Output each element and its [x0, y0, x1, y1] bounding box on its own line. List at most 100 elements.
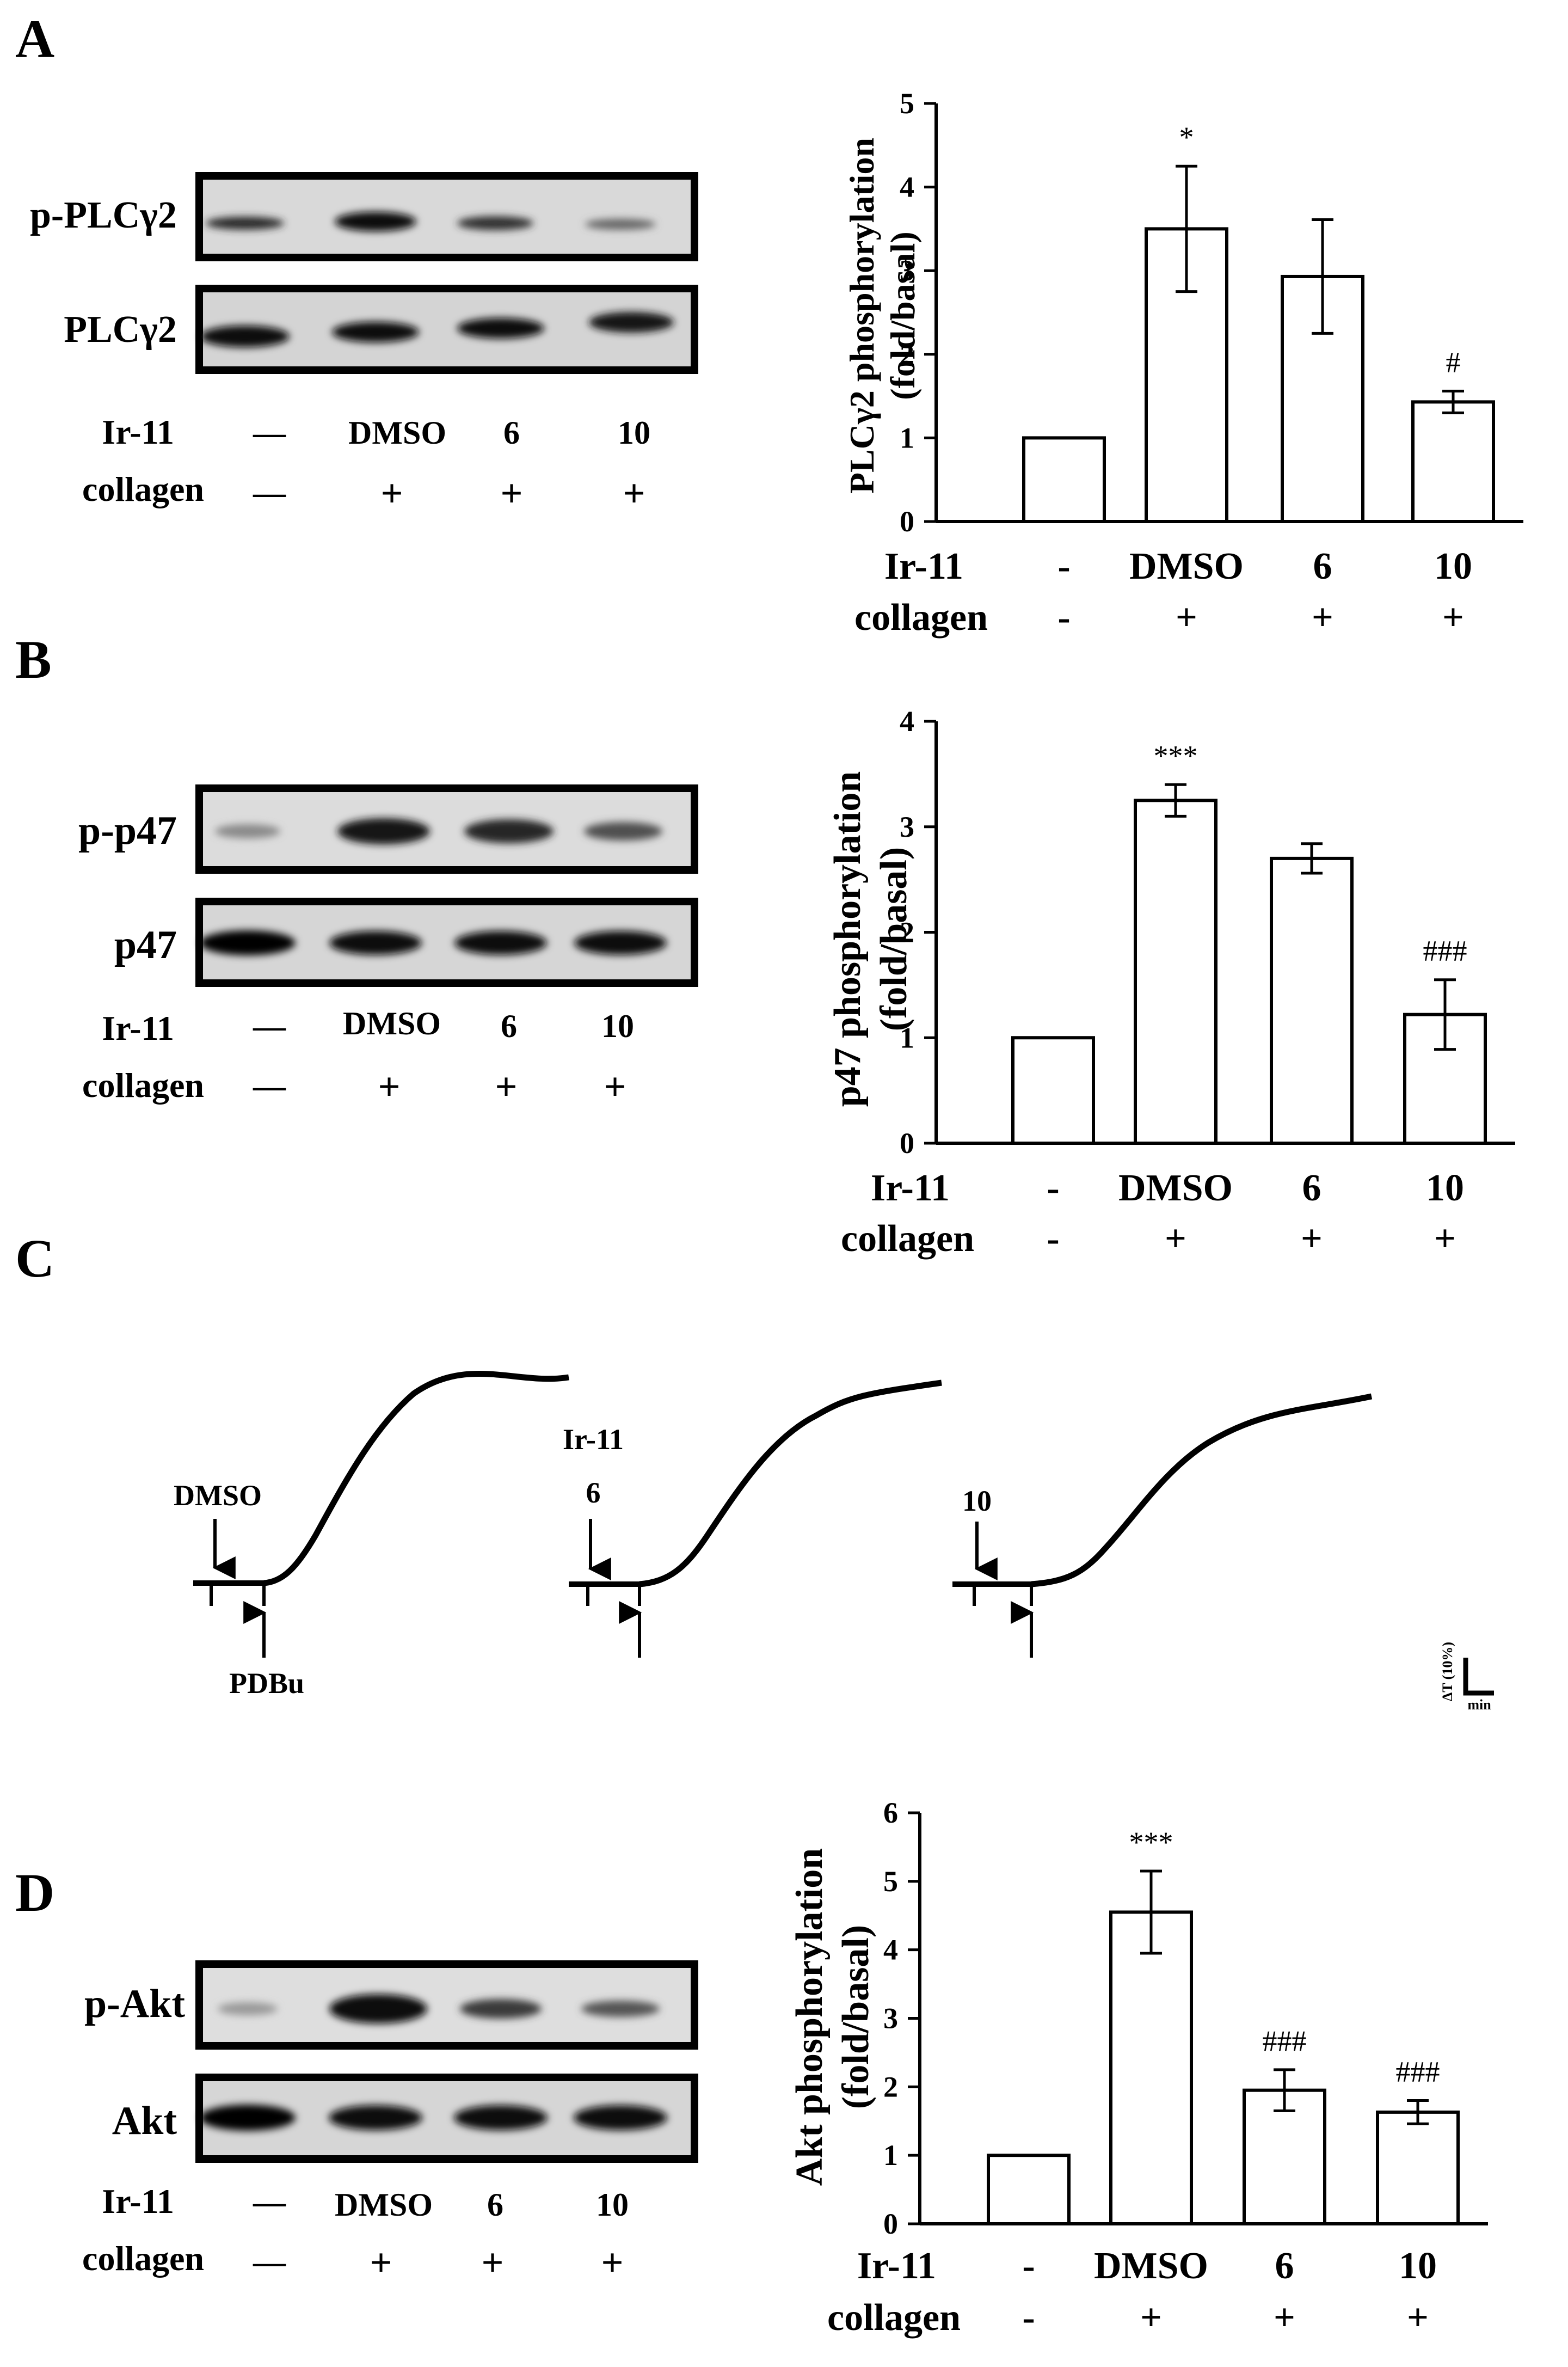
chart-a-ir11-row: - DMSO 6 10: [1057, 545, 1472, 587]
chart-a-y-tick-label: 3: [900, 254, 914, 287]
blot-b-ir11-cell: DMSO: [343, 1005, 441, 1041]
chart-a-y-tick-label: 1: [900, 421, 914, 454]
trace-label-ir11: Ir-11: [563, 1423, 624, 1456]
blot-a-row-label-ir11: Ir-11: [102, 413, 174, 451]
chart-b-significance-label: ###: [1423, 935, 1467, 967]
chart-b: p47 phosphorylation (fold/basal) Ir-11 c…: [827, 771, 1464, 1260]
trace-label-pdbu: PDBu: [229, 1667, 304, 1700]
blot-b-band: [454, 931, 547, 955]
chart-b-y-tick-label: 2: [900, 916, 914, 949]
trace-label-10: 10: [962, 1485, 992, 1517]
chart-b-significance-label: ***: [1154, 739, 1198, 772]
chart-d-row-label-ir11: Ir-11: [857, 2245, 936, 2287]
chart-d-collagen-cell: -: [1022, 2297, 1035, 2339]
scale-bar-x-label: min: [1467, 1697, 1491, 1713]
blot-d-row-label-ir11: Ir-11: [102, 2182, 174, 2221]
blot-a-ir11-cell: 10: [618, 415, 650, 451]
chart-a-ir11-cell: 6: [1313, 545, 1332, 587]
trace-line: [1031, 1393, 1373, 1587]
chart-d-ir11-cell: -: [1022, 2245, 1035, 2287]
blot-a-band: [457, 318, 544, 339]
chart-a-row-label-collagen: collagen: [854, 597, 988, 639]
blot-b-band: [574, 931, 667, 955]
blot-d-collagen-cell: —: [253, 2244, 286, 2280]
blot-a-band: [206, 217, 284, 230]
blot-b-band: [329, 931, 422, 955]
chart-d-significance-label: ###: [1396, 2056, 1440, 2088]
chart-d-row-label-collagen: collagen: [827, 2297, 961, 2339]
chart-d-collagen-cell: +: [1407, 2297, 1429, 2339]
blot-b-band: [215, 824, 280, 838]
blot-d-ir11-cell: DMSO: [335, 2187, 433, 2223]
chart-d-ir11-row: - DMSO 6 10: [1022, 2245, 1437, 2287]
blot-d-ir11-row: — DMSO 6 10: [253, 2184, 629, 2223]
blot-a-band: [457, 216, 533, 230]
chart-a-y-tick-label: 0: [900, 505, 914, 538]
blot-b-band: [337, 818, 430, 844]
blot-d-band: [574, 2105, 667, 2130]
chart-a-collagen-row: - + + +: [1057, 597, 1464, 639]
chart-d-y-tick-label: 6: [883, 1796, 898, 1829]
trace-line: [639, 1379, 942, 1587]
chart-d-bar: [987, 2154, 1071, 2226]
blot-b: p-p47 p47 Ir-11 collagen — DMSO 6 10 — +…: [78, 784, 698, 1108]
blot-a-ir11-cell: 6: [503, 415, 520, 451]
chart-d-significance-label: ###: [1263, 2025, 1307, 2057]
panel-letter-d: D: [15, 1862, 54, 1923]
trace-label-6: 6: [586, 1476, 601, 1509]
blot-b-collagen-row: — + + +: [253, 1065, 626, 1108]
blot-a-collagen-cell: +: [623, 471, 645, 515]
blot-d-band: [454, 2105, 548, 2130]
blot-d-band: [460, 1999, 542, 2019]
chart-d-collagen-cell: +: [1140, 2297, 1162, 2339]
chart-d-y-tick-label: 1: [883, 2139, 898, 2172]
blot-a-ir11-row: — DMSO 6 10: [253, 415, 650, 451]
blot-a-row-label-collagen: collagen: [82, 470, 204, 508]
chart-b-ir11-cell: 6: [1302, 1167, 1321, 1209]
trace-ir11-10: 10: [952, 1393, 1373, 1658]
blot-a: p-PLCγ2 PLCγ2 Ir-11 collagen — DMSO 6 10…: [30, 172, 698, 515]
blot-d-label-1: p-Akt: [84, 1982, 185, 2026]
chart-a-ir11-cell: -: [1057, 545, 1070, 587]
blot-a-collagen-row: — + + +: [253, 471, 645, 515]
chart-b-bar: [1134, 799, 1217, 1145]
chart-b-ir11-cell: -: [1047, 1167, 1059, 1209]
scale-bar-lines: [1463, 1658, 1494, 1696]
chart-b-ir11-cell: DMSO: [1118, 1167, 1233, 1209]
chart-a-bar: [1411, 400, 1495, 523]
blot-a-collagen-cell: +: [380, 471, 403, 515]
blot-d: p-Akt Akt Ir-11 collagen — DMSO 6 10 — +…: [82, 1960, 698, 2284]
chart-d-collagen-cell: +: [1274, 2297, 1295, 2339]
blot-d-band: [218, 2002, 278, 2015]
blot-b-band: [584, 822, 662, 841]
chart-a-ylabel-line1: PLCγ2 phosphorylation: [843, 138, 881, 494]
blot-a-ir11-cell: —: [253, 415, 286, 451]
blot-b-collagen-cell: +: [495, 1065, 517, 1108]
blot-b-collagen-cell: +: [378, 1065, 400, 1108]
chart-d-ir11-cell: 6: [1275, 2245, 1294, 2287]
chart-a: PLCγ2 phosphorylation (fold/basal) Ir-11…: [843, 138, 1472, 639]
chart-d-collagen-row: - + + +: [1022, 2297, 1429, 2339]
chart-b-bar: [1011, 1036, 1095, 1145]
chart-a-ylabel: PLCγ2 phosphorylation: [843, 138, 881, 494]
chart-b-marks: 0 1 2 3 4 *** ###: [900, 705, 1515, 1160]
blot-d-label-2: Akt: [112, 2099, 177, 2143]
blot-d-ir11-cell: 10: [596, 2187, 629, 2223]
chart-a-y-tick-label: 2: [900, 338, 914, 371]
chart-b-ir11-cell: 10: [1426, 1167, 1464, 1209]
chart-d-bar: [1376, 2110, 1460, 2225]
blot-b-ir11-cell: 6: [501, 1008, 517, 1044]
chart-d-y-tick-label: 5: [883, 1865, 898, 1898]
chart-a-significance-label: #: [1446, 346, 1461, 378]
blot-d-collagen-cell: +: [370, 2241, 392, 2284]
blot-d-ir11-cell: —: [253, 2184, 286, 2220]
chart-d-significance-label: ***: [1129, 1826, 1173, 1859]
chart-a-collagen-cell: +: [1442, 597, 1464, 639]
chart-a-y-tick-label: 5: [900, 87, 914, 120]
trace-label-dmso: DMSO: [174, 1479, 262, 1512]
blot-b-label-1: p-p47: [78, 808, 177, 853]
chart-d-ylabel-1: Akt phosphorylation: [789, 1848, 831, 2186]
chart-d-ir11-cell: 10: [1399, 2245, 1437, 2287]
chart-a-ir11-cell: DMSO: [1129, 545, 1244, 587]
blot-a-label-1: p-PLCγ2: [30, 194, 177, 236]
